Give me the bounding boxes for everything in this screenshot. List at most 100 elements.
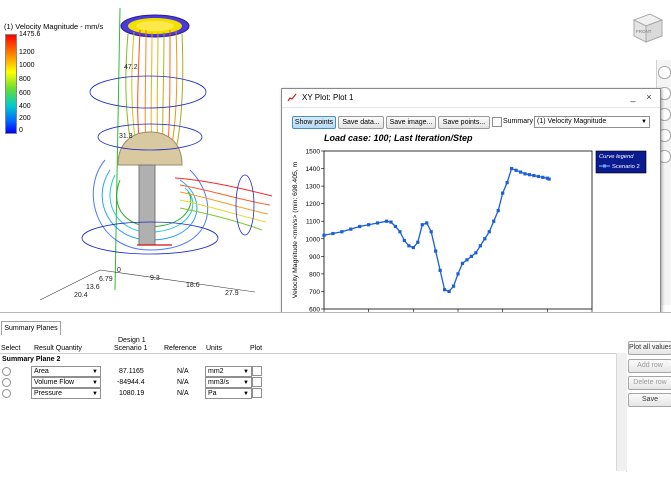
legend-tick: 0 (19, 127, 23, 134)
dialog-title: XY Plot: Plot 1 (302, 93, 354, 102)
save-image-button[interactable]: Save image... (386, 116, 436, 129)
legend-entry: Scenario 2 (612, 164, 640, 170)
col-scenario: Scenario 1 (114, 345, 148, 352)
row-radio[interactable] (2, 389, 11, 398)
flow-visualization (39, 7, 273, 301)
color-scale-bar (5, 34, 17, 134)
table-scrollbar[interactable] (616, 353, 627, 471)
axis-tick: 6.79 (99, 276, 113, 283)
axis-tick: 13.6 (86, 284, 100, 291)
view-cube[interactable]: FRONT (628, 10, 666, 46)
data-point (505, 181, 509, 185)
plot-checkbox[interactable] (252, 366, 262, 376)
axis-tick: 27.9 (225, 290, 239, 297)
data-point (425, 221, 429, 225)
legend-marker (603, 164, 606, 168)
orbit-icon[interactable] (658, 66, 671, 79)
close-button[interactable]: × (646, 92, 652, 102)
chevron-down-icon: ▼ (243, 380, 249, 386)
data-point (514, 168, 518, 172)
data-point (340, 230, 344, 234)
quantity-select[interactable]: (1) Velocity Magnitude ▼ (534, 116, 650, 128)
quantity-dropdown[interactable]: Area ▼ (31, 366, 101, 377)
y-tick-label: 1300 (306, 184, 321, 191)
reference-value: N/A (177, 390, 189, 397)
data-point (478, 244, 482, 248)
legend-tick: 400 (19, 103, 31, 110)
data-point (496, 209, 500, 213)
axis-tick: 18.6 (186, 282, 200, 289)
chevron-down-icon: ▼ (92, 380, 98, 386)
axis-tick: 9.3 (150, 275, 160, 282)
col-units: Units (206, 345, 222, 352)
data-point (402, 238, 406, 243)
chart-axes (321, 150, 593, 312)
row-radio[interactable] (2, 367, 11, 376)
plot-all-values-button[interactable]: Plot all values (628, 341, 671, 355)
data-point (322, 233, 326, 237)
data-point (527, 173, 532, 177)
plot-checkbox[interactable] (252, 388, 262, 398)
unit-dropdown[interactable]: mm2 ▼ (205, 366, 252, 377)
data-point (492, 219, 496, 223)
col-select: Select (1, 345, 21, 352)
col-design: Design 1 (118, 337, 146, 344)
y-tick-label: 700 (309, 289, 320, 296)
data-point (429, 230, 433, 234)
dialog-titlebar[interactable]: XY Plot: Plot 1 _ × (282, 89, 660, 108)
save-points-button[interactable]: Save points... (438, 116, 490, 129)
legend-tick: 600 (19, 90, 31, 97)
data-point (393, 224, 398, 229)
table-header: Select Result Quantity Design 1 Scenario… (0, 335, 626, 353)
show-points-button[interactable]: Show points (292, 116, 336, 129)
save-button[interactable]: Save (628, 393, 671, 407)
save-data-button[interactable]: Save data... (338, 116, 384, 129)
data-point (407, 244, 411, 248)
data-point (438, 268, 442, 272)
quantity-select-value: (1) Velocity Magnitude (537, 118, 607, 125)
y-axis-label: Velocity Magnitude <mm/s> (min: 698.405,… (292, 161, 299, 298)
xy-chart: 6007008009001000110012001300140015000102… (292, 149, 647, 332)
y-tick-label: 1100 (306, 219, 320, 226)
summary-label: Summary (503, 118, 533, 125)
unit-dropdown[interactable]: Pa ▼ (205, 388, 252, 399)
legend-title: (1) Velocity Magnitude - mm/s (4, 22, 104, 31)
legend-max-label: 1475.6 (19, 31, 41, 38)
reference-value: N/A (177, 368, 189, 375)
data-point (510, 166, 514, 171)
quantity-dropdown[interactable]: Volume Flow ▼ (31, 377, 101, 388)
data-point (384, 219, 389, 223)
view-cube-label: FRONT (636, 29, 652, 34)
col-plot: Plot (250, 345, 263, 352)
chart-legend: Curve legend Scenario 2 (595, 150, 647, 174)
y-tick-label: 800 (309, 271, 320, 278)
minimize-button[interactable]: _ (630, 92, 636, 102)
data-point (541, 175, 545, 179)
axis-tick: 20.4 (74, 292, 88, 299)
summary-checkbox[interactable] (492, 117, 502, 127)
y-tick-label: 1000 (306, 236, 321, 243)
tab-summary-planes[interactable]: Summary Planes (1, 321, 61, 335)
quantity-dropdown[interactable]: Pressure ▼ (31, 388, 101, 399)
data-point (331, 231, 335, 236)
data-point (501, 191, 505, 195)
data-point (547, 177, 551, 181)
legend-title: Curve legend (599, 154, 634, 160)
data-point (451, 284, 456, 288)
data-point (358, 224, 362, 229)
y-tick-label: 900 (309, 254, 320, 261)
data-point (367, 223, 371, 227)
side-button-column: Plot all values Add row Delete row Save (628, 341, 671, 478)
data-point (389, 220, 393, 224)
add-row-button[interactable]: Add row (628, 359, 671, 373)
legend-box (595, 150, 647, 174)
axis-tick: 0 (117, 267, 121, 274)
unit-dropdown[interactable]: mm3/s ▼ (205, 377, 252, 388)
delete-row-button[interactable]: Delete row (628, 376, 671, 390)
row-radio[interactable] (2, 378, 11, 387)
data-point (474, 251, 478, 255)
data-point (443, 288, 447, 292)
probe-label: 31.3 (119, 133, 133, 140)
plot-checkbox[interactable] (252, 377, 262, 387)
design-value: 87.1165 (119, 368, 144, 375)
